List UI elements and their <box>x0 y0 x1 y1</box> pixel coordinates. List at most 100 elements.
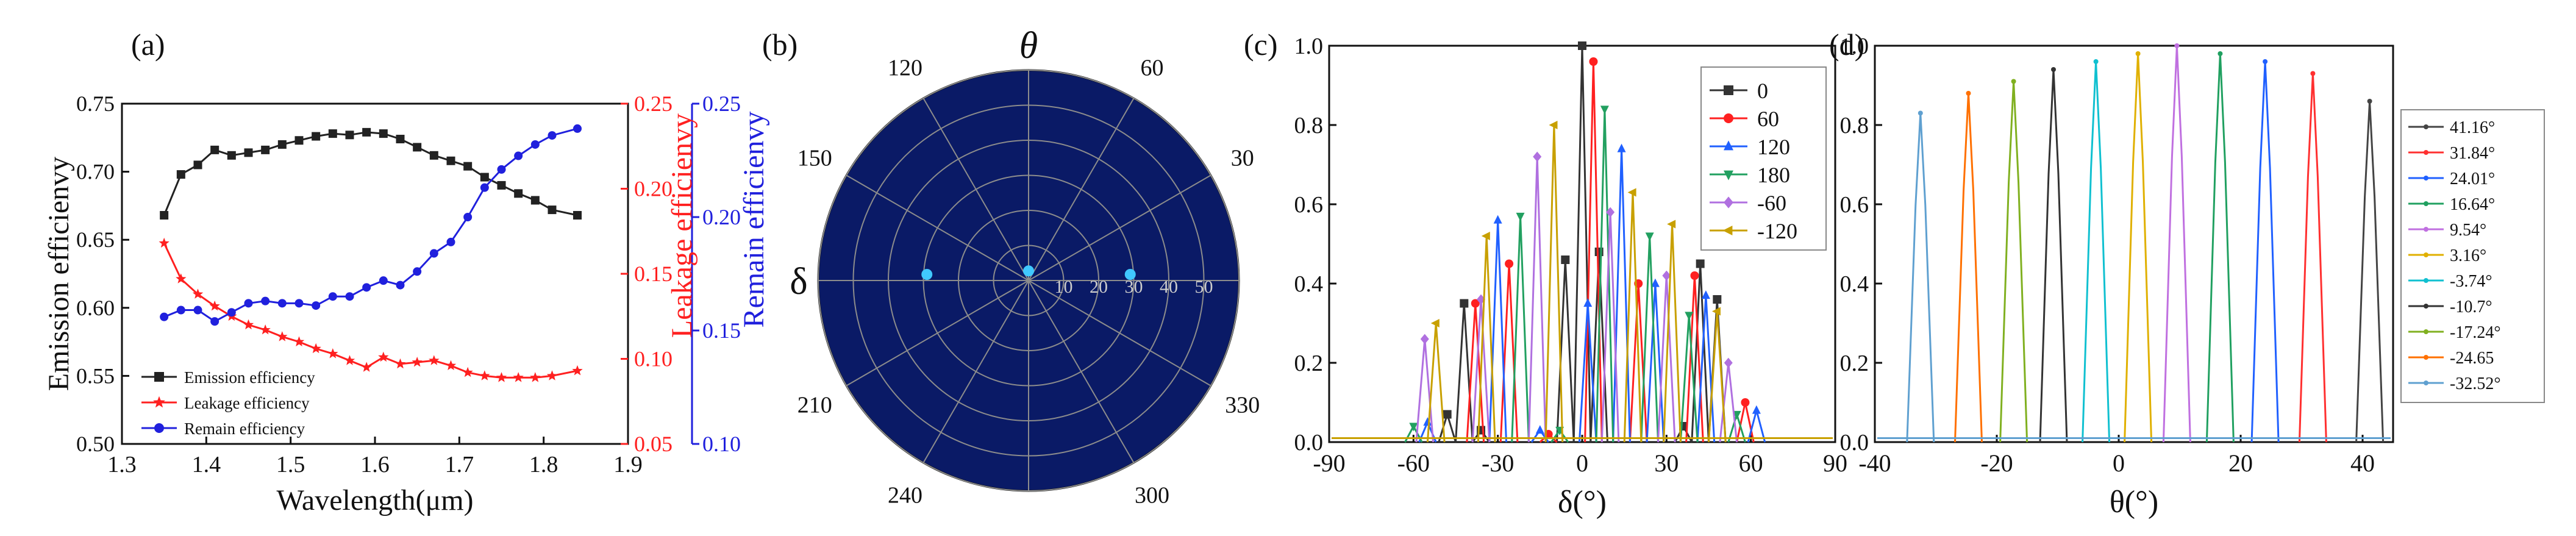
data-point <box>378 351 389 362</box>
legend-label: Remain efficiency <box>184 420 305 438</box>
peak-marker <box>1430 319 1440 327</box>
data-point <box>413 143 422 152</box>
legend-label: -3.74° <box>2450 272 2492 291</box>
peak-marker <box>1505 259 1514 268</box>
peak-marker <box>1589 57 1598 66</box>
peak-marker <box>2174 43 2180 48</box>
panel-d: (d) -40 -20 0 20 40 0.0 0.2 0.4 0.6 0.8 1.0 θ(°) 41.1… <box>1829 27 2545 520</box>
legend-label: 0 <box>1757 79 1768 103</box>
peak-marker <box>1493 215 1502 224</box>
peak-line <box>1999 81 2028 443</box>
data-point <box>379 276 388 285</box>
peak-marker <box>1711 307 1721 316</box>
data-point <box>294 299 304 308</box>
polar-angle-label: 60 <box>1141 55 1164 80</box>
data-point <box>429 151 438 160</box>
y-tick-label: 0.4 <box>1840 271 1869 297</box>
y-right1-tick-label: 0.25 <box>634 91 673 116</box>
x-tick-label: -90 <box>1313 449 1345 477</box>
data-point <box>261 296 270 306</box>
peak-marker <box>1443 410 1452 419</box>
peak-line <box>1612 148 1631 443</box>
legend-label: -60 <box>1757 191 1786 215</box>
data-point <box>379 129 388 138</box>
x-tick-label: 30 <box>1654 449 1679 477</box>
y-tick-label: 0.55 <box>76 363 115 388</box>
legend-marker <box>2424 124 2428 129</box>
legend-marker <box>2424 150 2428 155</box>
polar-angle-label: 150 <box>797 146 832 171</box>
peak-line <box>1488 220 1507 443</box>
peak-line <box>2039 69 2068 443</box>
data-point <box>160 211 169 220</box>
x-tick-label: -30 <box>1482 449 1514 477</box>
peak-marker <box>1420 334 1429 345</box>
polar-grid-spoke <box>846 174 1029 281</box>
data-point <box>463 162 473 171</box>
series-line <box>163 131 578 216</box>
peak-marker <box>2011 79 2016 84</box>
plot-frame <box>1874 45 2394 443</box>
x-axis-label: θ(°) <box>2110 485 2158 520</box>
x-tick-label: 60 <box>1739 449 1763 477</box>
peak-marker <box>1713 295 1722 304</box>
data-point <box>548 131 557 140</box>
peak-marker <box>1617 143 1626 152</box>
x-tick-label: 20 <box>2228 449 2253 477</box>
peak-marker <box>1535 425 1544 434</box>
data-point <box>530 140 540 149</box>
data-point <box>176 306 185 315</box>
x-tick-label: 1.5 <box>276 452 305 477</box>
data-point <box>345 130 354 140</box>
panel-c: (c) -90 -60 -30 0 30 60 90 0.0 0.2 0.4 0.6 0.8 1.0 δ(°… <box>1244 27 1847 520</box>
peak-marker <box>1918 110 1923 116</box>
polar-grid-spoke <box>922 280 1029 463</box>
panel-label-c: (c) <box>1244 27 1278 62</box>
data-point <box>192 288 204 299</box>
data-point <box>429 355 440 365</box>
y-right1-tick-label: 0.20 <box>634 177 673 201</box>
y-tick-label: 0.8 <box>1294 113 1324 138</box>
legend-marker <box>1724 170 1733 180</box>
data-point <box>159 237 169 248</box>
panel-b: (b) 30 60 120 150 210 240 300 330 θ δ 10 20 30 40 50 <box>762 25 1260 509</box>
peak-line <box>1954 93 1983 443</box>
polar-radial-tick-label: 20 <box>1090 277 1108 297</box>
peak-marker <box>1645 232 1654 241</box>
data-point <box>496 372 507 382</box>
peak-marker <box>1732 410 1741 420</box>
legend-label: 31.84° <box>2450 144 2495 163</box>
x-tick-label: -60 <box>1397 449 1430 477</box>
polar-data-point <box>1023 265 1034 277</box>
peak-marker <box>1701 290 1710 299</box>
legend-marker <box>2424 227 2428 232</box>
legend-marker <box>2424 381 2428 385</box>
data-point <box>548 205 557 215</box>
x-tick-label: 1.7 <box>445 452 474 477</box>
data-point <box>277 299 287 308</box>
x-tick-label: 1.9 <box>613 452 643 477</box>
polar-angle-label: 210 <box>797 393 832 418</box>
peak-line <box>1906 113 1935 443</box>
polar-grid-spoke <box>1028 280 1135 463</box>
data-point <box>193 160 202 170</box>
peak-marker <box>1667 220 1676 229</box>
data-point <box>445 360 457 370</box>
peak-marker <box>1533 151 1542 162</box>
panel-label-a: (a) <box>131 27 165 62</box>
legend-label: 41.16° <box>2450 118 2495 137</box>
y-tick-label: 0.6 <box>1840 192 1869 218</box>
y-right2-tick-label: 0.20 <box>702 205 741 229</box>
peak-line <box>1640 235 1659 443</box>
x-axis-label: δ(°) <box>1558 485 1607 520</box>
data-point <box>462 366 473 377</box>
legend-marker <box>1724 113 1733 123</box>
legend-marker <box>2424 176 2428 180</box>
peak-marker <box>1690 271 1699 280</box>
data-point <box>446 237 455 246</box>
peak-marker <box>1460 299 1469 308</box>
data-point <box>310 343 321 354</box>
data-point <box>176 273 187 284</box>
data-point <box>530 372 541 382</box>
data-point <box>193 306 202 315</box>
